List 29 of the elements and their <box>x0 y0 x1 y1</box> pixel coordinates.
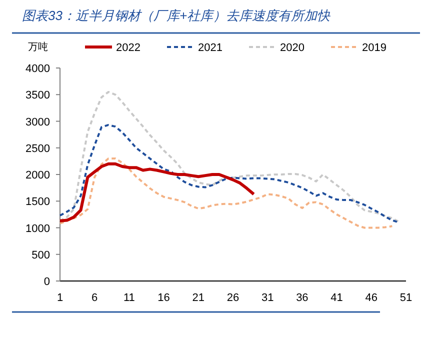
y-tick-label: 0 <box>44 276 50 288</box>
x-tick-label: 41 <box>330 292 343 304</box>
line-series <box>58 162 256 222</box>
x-tick-label: 31 <box>261 292 274 304</box>
y-tick-label: 3500 <box>26 90 50 102</box>
x-tick-label: 46 <box>365 292 378 304</box>
y-tick-label: 1000 <box>26 222 50 235</box>
y-tick-label: 2500 <box>26 142 50 155</box>
y-tick-label: 4000 <box>26 63 50 75</box>
x-tick-label: 21 <box>192 292 205 304</box>
x-tick-label: 6 <box>92 292 98 304</box>
x-tick-label: 1 <box>56 292 64 304</box>
y-axis-title: 万吨 <box>28 41 48 53</box>
x-tick-label: 11 <box>123 292 135 304</box>
legend-label: 2020 <box>280 42 304 54</box>
x-tick-label: 26 <box>226 292 240 304</box>
x-tick-label: 51 <box>400 292 412 304</box>
chart-title: 图表33：近半月钢材（厂库+社库）去库速度有所加快 <box>22 8 332 23</box>
legend-label: 2021 <box>198 42 222 54</box>
y-tick-label: 2000 <box>26 170 50 182</box>
x-tick-label: 16 <box>158 292 170 304</box>
line-series <box>59 158 394 229</box>
y-tick-label: 3000 <box>26 116 50 128</box>
y-tick-label: 500 <box>32 249 50 262</box>
line-series <box>59 90 400 223</box>
x-tick-label: 36 <box>296 292 308 304</box>
legend-label: 2019 <box>362 42 386 54</box>
y-tick-label: 1500 <box>26 196 50 208</box>
legend-label: 2022 <box>116 42 140 54</box>
